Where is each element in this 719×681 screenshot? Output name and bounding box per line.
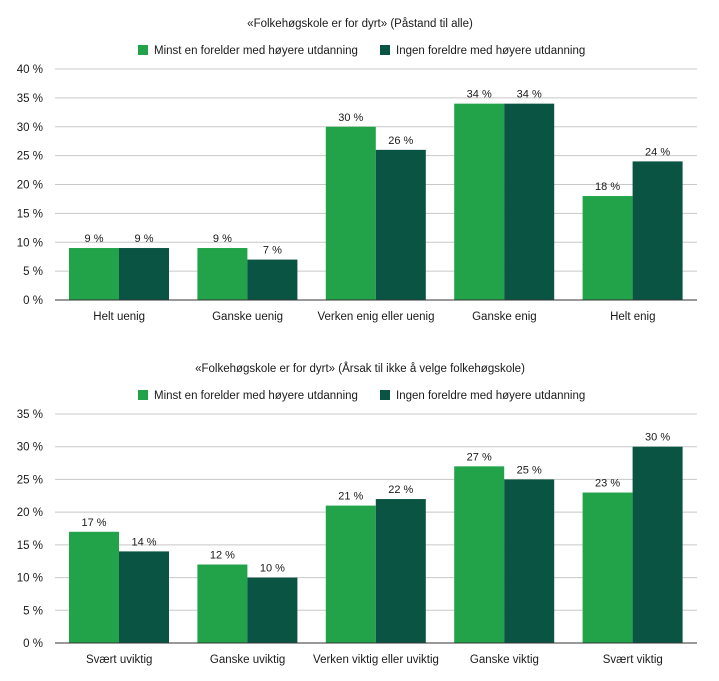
y-tick-label: 10 % [17,573,43,585]
bar-series-2 [247,259,298,300]
y-tick-label: 0 % [23,638,43,650]
data-label: 22 % [388,484,413,496]
legend-swatch-series-1 [138,45,148,55]
chart-panel-2: «Folkehøgskole er for dyrt» (Årsak til i… [17,362,697,666]
legend-label-series-1: Minst en forelder med høyere utdanning [154,45,358,57]
x-category-label: Svært viktig [603,654,663,666]
data-label: 7 % [263,245,282,257]
bar-series-1 [197,564,248,643]
legend-label-series-1: Minst en forelder med høyere utdanning [154,390,358,402]
data-label: 23 % [595,478,620,490]
bar-series-1 [582,196,633,300]
x-category-label: Ganske enig [472,311,537,323]
x-category-label: Ganske uenig [212,311,283,323]
legend-label-series-2: Ingen foreldre med høyere utdanning [396,390,585,402]
data-label: 30 % [645,432,670,444]
legend-swatch-series-1 [138,390,148,400]
data-label: 21 % [338,491,363,503]
y-tick-label: 0 % [23,295,43,307]
data-label: 9 % [85,233,104,245]
y-tick-label: 20 % [17,507,43,519]
y-tick-label: 25 % [17,151,43,163]
bar-series-1 [454,103,505,301]
data-label: 10 % [260,563,285,575]
x-category-label: Ganske uviktig [210,654,285,666]
bar-series-1 [69,531,119,643]
y-tick-label: 5 % [23,605,43,617]
chart-title: «Folkehøgskole er for dyrt» (Årsak til i… [195,362,525,375]
bar-series-1 [454,466,505,643]
data-label: 14 % [131,536,156,548]
data-label: 26 % [388,135,413,147]
data-label: 27 % [467,451,492,463]
y-tick-label: 10 % [17,237,43,249]
data-label: 9 % [135,233,154,245]
y-tick-label: 35 % [17,409,43,421]
plot-area: 0 % 5 % 10 % 15 % 20 % 25 % 30 % 35 % 40 % 9 % 9 %… [17,64,697,323]
bar-series-2 [504,479,555,643]
bar-series-2 [375,499,426,643]
y-tick-label: 30 % [17,122,43,134]
bar-series-2 [504,103,555,301]
legend-swatch-series-2 [380,390,390,400]
x-category-label: Verken viktig eller uviktig [313,654,439,666]
bar-series-2 [247,577,298,643]
data-label: 30 % [338,112,363,124]
data-label: 12 % [210,549,235,561]
y-tick-label: 15 % [17,208,43,220]
chart-title: «Folkehøgskole er for dyrt» (Påstand til… [247,18,473,30]
data-label: 17 % [81,517,106,529]
bar-series-2 [375,149,426,300]
data-label: 24 % [645,146,670,158]
y-tick-label: 15 % [17,540,43,552]
data-label: 34 % [517,89,542,101]
legend-label-series-2: Ingen foreldre med høyere utdanning [396,45,585,57]
bar-series-1 [197,248,248,300]
y-tick-label: 25 % [17,474,43,486]
data-label: 9 % [213,233,232,245]
bar-series-2 [632,161,683,300]
legend-swatch-series-2 [380,45,390,55]
bar-series-1 [325,126,376,300]
y-tick-label: 30 % [17,442,43,454]
y-tick-label: 20 % [17,180,43,192]
y-tick-label: 35 % [17,93,43,105]
data-label: 25 % [517,464,542,476]
data-label: 34 % [467,89,492,101]
bar-series-1 [325,505,376,643]
x-category-label: Helt enig [610,311,655,323]
x-category-label: Ganske viktig [470,654,539,666]
bar-series-2 [119,248,169,300]
bar-series-2 [632,446,683,643]
bar-series-2 [119,551,169,643]
x-category-label: Verken enig eller uenig [318,311,435,323]
bar-series-1 [69,248,119,300]
y-tick-label: 40 % [17,64,43,76]
plot-area: 0 % 5 % 10 % 15 % 20 % 25 % 30 % 35 % 17 % 14 % Sv… [17,409,697,666]
data-label: 18 % [595,181,620,193]
chart-panel-1: «Folkehøgskole er for dyrt» (Påstand til… [17,18,697,323]
x-category-label: Helt uenig [93,311,145,323]
y-tick-label: 5 % [23,266,43,278]
x-category-label: Svært uviktig [86,654,152,666]
bar-series-1 [582,492,633,643]
